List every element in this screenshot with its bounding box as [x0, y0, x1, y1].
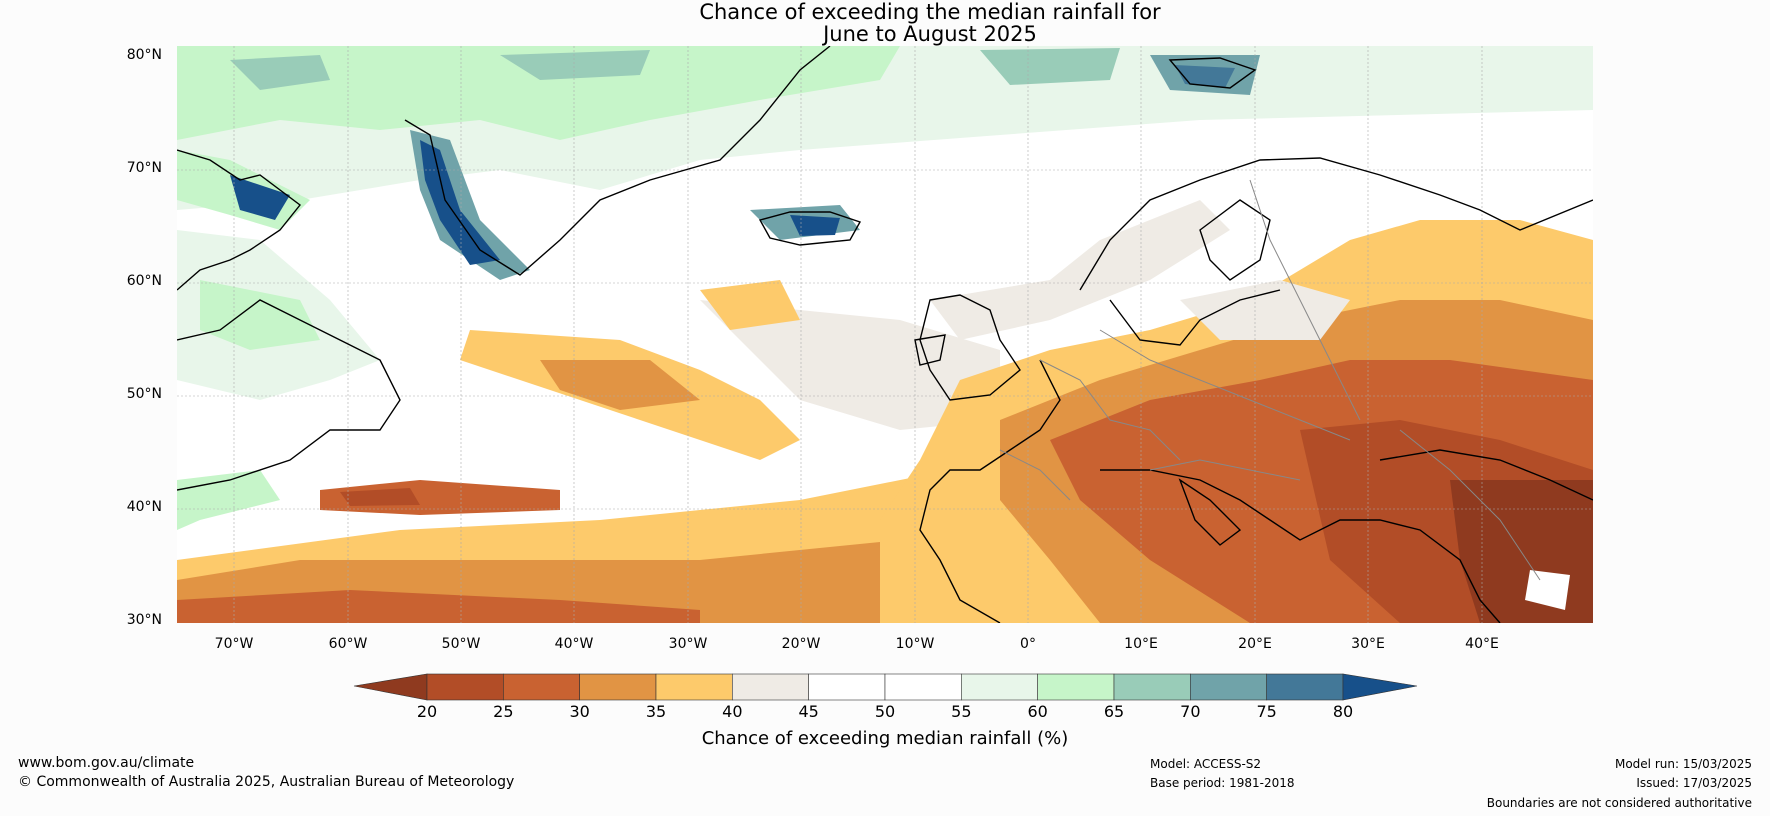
footer-issued: Issued: 17/03/2025 — [1636, 776, 1752, 790]
lon-label-60w: 60°W — [328, 636, 368, 652]
colorbar-extend-low — [353, 673, 428, 701]
colorbar-tick-label: 75 — [1256, 702, 1277, 721]
colorbar-segment — [426, 673, 504, 701]
rainfall-probability-field — [177, 46, 1593, 623]
lon-label-70w: 70°W — [214, 636, 254, 652]
lat-label-60n: 60°N — [126, 273, 162, 289]
colorbar-segment — [655, 673, 733, 701]
borders — [999, 179, 1541, 581]
colorbar-tick-label: 70 — [1180, 702, 1201, 721]
footer-model-run: Model run: 15/03/2025 — [1614, 757, 1752, 771]
graticule — [177, 46, 1593, 623]
lon-label-20e: 20°E — [1238, 636, 1272, 652]
colorbar-tick-label: 80 — [1332, 702, 1354, 721]
colorbar-segment — [1266, 673, 1344, 701]
chart-title-line1: Chance of exceeding the median rainfall … — [699, 0, 1161, 24]
lon-label-10w: 10°W — [895, 636, 935, 652]
lon-label-40e: 40°E — [1465, 636, 1499, 652]
chart-title-line2: June to August 2025 — [823, 22, 1037, 46]
footer-website: www.bom.gov.au/climate — [18, 755, 195, 771]
lon-label-50w: 50°W — [441, 636, 481, 652]
colorbar-segment — [1190, 673, 1267, 701]
colorbar-tick-label: 20 — [416, 702, 438, 721]
lat-label-50n: 50°N — [126, 386, 162, 402]
colorbar — [353, 673, 1418, 701]
footer-model: Model: ACCESS-S2 — [1150, 757, 1262, 771]
colorbar-tick-label: 40 — [722, 702, 743, 721]
colorbar-extend-high — [1342, 673, 1418, 701]
colorbar-segment — [808, 673, 886, 701]
colorbar-tick-label: 65 — [1103, 702, 1125, 721]
lat-label-80n: 80°N — [126, 47, 162, 63]
lon-label-10e: 10°E — [1124, 636, 1158, 652]
colorbar-tick-label: 45 — [798, 702, 819, 721]
lon-label-30e: 30°E — [1351, 636, 1385, 652]
colorbar-segment — [1113, 673, 1191, 701]
colorbar-tick-label: 30 — [569, 702, 590, 721]
lon-label-40w: 40°W — [554, 636, 594, 652]
colorbar-segment — [961, 673, 1038, 701]
colorbar-tick-label: 50 — [874, 702, 896, 721]
lat-label-30n: 30°N — [126, 612, 162, 628]
footer-disclaimer: Boundaries are not considered authoritat… — [1486, 796, 1752, 810]
colorbar-segment — [579, 673, 657, 701]
lon-label-20w: 20°W — [781, 636, 821, 652]
colorbar-segment — [732, 673, 809, 701]
colorbar-tick-label: 60 — [1027, 702, 1048, 721]
coastlines — [177, 46, 1593, 623]
colorbar-tick-label: 35 — [645, 702, 667, 721]
lat-label-40n: 40°N — [126, 499, 162, 515]
lat-label-70n: 70°N — [126, 160, 162, 176]
footer-copyright: © Commonwealth of Australia 2025, Austra… — [18, 774, 515, 790]
colorbar-segment — [1037, 673, 1115, 701]
lon-label-30w: 30°W — [668, 636, 708, 652]
colorbar-label: Chance of exceeding median rainfall (%) — [701, 728, 1069, 749]
colorbar-segment — [884, 673, 962, 701]
colorbar-tick-label: 25 — [493, 702, 514, 721]
colorbar-tick-label: 55 — [951, 702, 972, 721]
colorbar-segment — [503, 673, 580, 701]
footer-base-period: Base period: 1981-2018 — [1150, 776, 1295, 790]
lon-label-0: 0° — [1020, 636, 1036, 652]
